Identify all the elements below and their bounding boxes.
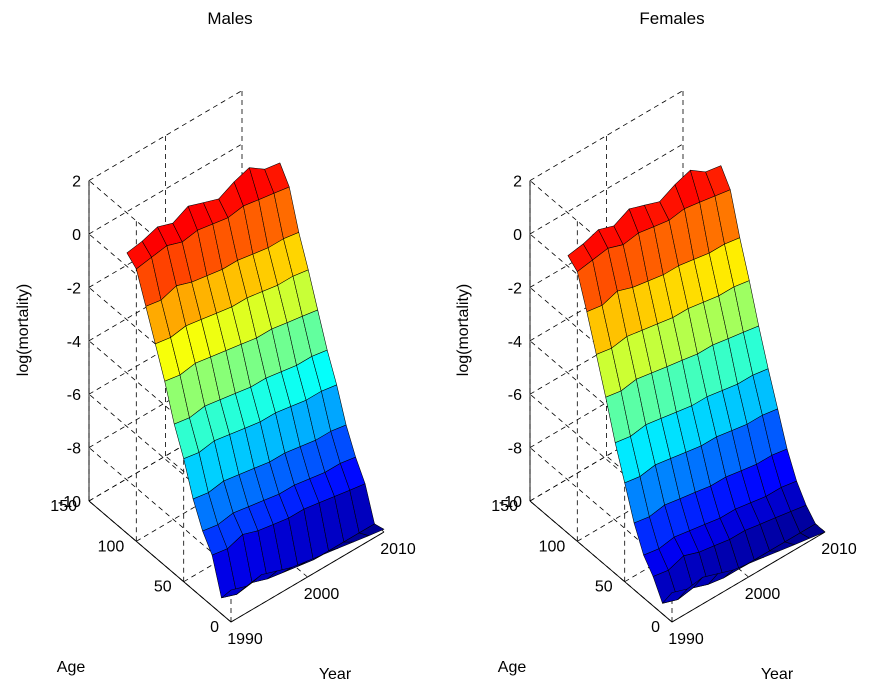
z-tick-label: -4 [508, 334, 522, 351]
z-tick-label: -2 [67, 280, 81, 297]
y-tick-label: 150 [50, 498, 77, 515]
y-tick-label: 100 [98, 538, 125, 555]
males-xlabel: Year [319, 666, 352, 683]
z-tick-label: 0 [513, 227, 522, 244]
females-panel: Females log(mortality) Age Year 2 0 -2 -4 -6… [455, 9, 857, 683]
axes [529, 180, 826, 623]
x-axis-line [671, 531, 826, 623]
z-tick-label: -10 [58, 494, 81, 511]
y-axis-line [88, 500, 232, 623]
surface-facet [358, 523, 385, 536]
y-tick-label: 50 [595, 579, 613, 596]
x-tick-label: 2010 [821, 541, 857, 558]
grid-line [529, 143, 684, 235]
z-tick-label: -6 [67, 387, 81, 404]
tick-labels: 2 0 -2 -4 -6 -8 -10 0 50 100 150 1990 2000 2010 [50, 174, 416, 648]
x-axis-line [230, 531, 385, 623]
y-axis-line [529, 500, 673, 623]
x-tick-label: 2000 [745, 586, 781, 603]
y-tick-label: 150 [491, 498, 518, 515]
z-tick-label: -10 [499, 494, 522, 511]
grid-line [88, 90, 243, 181]
z-tick-label: -8 [67, 441, 81, 458]
z-tick-label: -2 [508, 280, 522, 297]
males-ylabel: Age [57, 659, 86, 676]
x-tick-label: 1990 [227, 631, 263, 648]
z-tick-label: -8 [508, 441, 522, 458]
z-tick-label: 2 [72, 174, 81, 191]
males-title: Males [207, 9, 252, 28]
x-tick-label: 2010 [380, 541, 416, 558]
mortality-surface [567, 165, 826, 604]
z-tick-label: -6 [508, 387, 522, 404]
grid-line [88, 143, 243, 235]
surface-facet [799, 523, 826, 539]
z-tick-label: 2 [513, 174, 522, 191]
males-zlabel: log(mortality) [15, 284, 32, 376]
females-xlabel: Year [761, 666, 794, 683]
males-panel: Males log(mortality) Age Year 2 0 -2 -4 -6 -8… [15, 9, 416, 683]
grid-line [529, 90, 684, 181]
z-tick-label: 0 [72, 227, 81, 244]
z-tick-label: -4 [67, 334, 81, 351]
females-ylabel: Age [498, 659, 527, 676]
females-zlabel: log(mortality) [455, 284, 472, 376]
axes [88, 180, 385, 623]
x-tick-label: 1990 [668, 631, 704, 648]
females-title: Females [639, 9, 704, 28]
tick-labels: 2 0 -2 -4 -6 -8 -10 0 50 100 150 1990 2000 2010 [491, 174, 857, 648]
x-tick-label: 2000 [304, 586, 340, 603]
mortality-surface [126, 162, 385, 599]
grid-line [88, 447, 232, 569]
y-tick-label: 0 [651, 619, 660, 636]
y-tick-label: 100 [539, 538, 566, 555]
y-tick-label: 0 [210, 619, 219, 636]
y-tick-label: 50 [154, 579, 172, 596]
